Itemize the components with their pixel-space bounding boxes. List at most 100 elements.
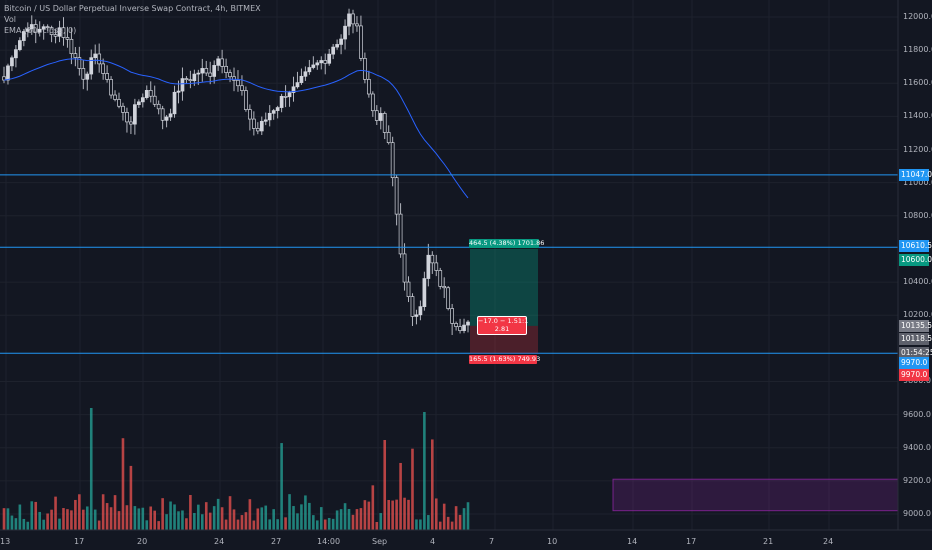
- price-tag: 10600.0: [899, 254, 932, 266]
- volume-bar: [399, 462, 402, 530]
- volume-bar: [181, 510, 184, 530]
- price-tick-label: 9000.0: [903, 509, 931, 518]
- ema-path: [3, 58, 469, 199]
- candle-body: [382, 113, 387, 133]
- volume-bar: [268, 519, 272, 530]
- volume-bar: [121, 438, 125, 530]
- volume-bar: [74, 499, 77, 530]
- volume-bar: [431, 439, 434, 530]
- time-tick-label: 24: [823, 537, 834, 546]
- volume-bar: [450, 521, 454, 530]
- symbol-legend[interactable]: Bitcoin / US Dollar Perpetual Inverse Sw…: [4, 4, 261, 13]
- candle-body: [303, 71, 308, 77]
- candle-body: [343, 25, 347, 40]
- stop-label[interactable]: 165.5 (1.63%) 749.93: [469, 355, 541, 364]
- volume-bar: [327, 517, 331, 530]
- volume-bar: [101, 494, 105, 530]
- volume-bar: [284, 517, 287, 530]
- candle-body: [220, 58, 224, 67]
- volume-bar: [185, 518, 188, 530]
- candle-body: [430, 254, 435, 264]
- volume-bar: [58, 518, 61, 530]
- volume-bar: [260, 507, 264, 530]
- target-label[interactable]: 464.5 (4.38%) 1701.86: [469, 239, 545, 248]
- time-tick-label: 17: [74, 537, 85, 546]
- candle-body: [105, 73, 109, 80]
- volume-bar: [228, 496, 232, 530]
- volume-bar: [173, 504, 176, 530]
- candle-body: [14, 49, 18, 59]
- candle-body: [93, 53, 98, 59]
- candle-body: [363, 58, 367, 80]
- purple-zone-rectangle: [612, 478, 899, 512]
- candle-body: [176, 90, 181, 93]
- volume-bar: [272, 509, 275, 530]
- volume-bar: [62, 508, 65, 530]
- center-label-line-2: 2.81: [494, 325, 510, 333]
- price-tick-label: 9400.0: [903, 442, 931, 452]
- candle-body: [378, 113, 383, 121]
- candle-body: [41, 26, 46, 30]
- candle-body: [414, 314, 419, 317]
- volume-bar: [391, 500, 394, 530]
- volume-bar: [462, 508, 466, 530]
- time-tick-label: 17: [686, 537, 697, 546]
- volume-bar: [232, 509, 236, 530]
- price-tick-label: 11800.0: [903, 45, 932, 55]
- volume-bar: [319, 507, 323, 530]
- candlesticks: [2, 8, 470, 336]
- candle-body: [259, 120, 264, 132]
- candle-body: [89, 57, 94, 75]
- candle-body: [327, 53, 332, 64]
- volume-bar: [153, 510, 157, 530]
- price-tag: 10118.5: [899, 333, 932, 345]
- volume-bar: [200, 514, 204, 530]
- volume-bar: [427, 515, 430, 530]
- candle-body: [81, 68, 86, 80]
- vol-legend[interactable]: Vol: [4, 15, 16, 24]
- volume-bar: [244, 512, 248, 530]
- time-tick-label: 20: [137, 537, 148, 546]
- time-tick-label: 14: [627, 537, 638, 546]
- candle-body: [311, 64, 316, 68]
- volume-bar: [2, 508, 6, 530]
- volume-bar: [46, 513, 49, 530]
- volume-bar: [30, 501, 34, 530]
- candle-body: [374, 110, 379, 121]
- price-tick-label: 12000.0: [903, 12, 932, 21]
- center-label[interactable]: −17.0 − 1.51:1 2.81: [477, 316, 528, 335]
- volume-bar: [97, 520, 101, 530]
- candle-body: [61, 27, 66, 38]
- volume-bar: [415, 519, 418, 530]
- volume-bar: [383, 440, 387, 530]
- candle-body: [236, 79, 240, 87]
- chart-legend: Bitcoin / US Dollar Perpetual Inverse Sw…: [4, 3, 261, 36]
- volume-bar: [335, 510, 339, 530]
- volume-bar: [42, 519, 45, 530]
- volume-bar: [137, 508, 141, 530]
- volume-bars: [2, 408, 470, 530]
- candle-body: [248, 109, 252, 120]
- volume-bar: [300, 504, 303, 530]
- volume-bar: [280, 443, 283, 530]
- volume-bar: [292, 506, 295, 530]
- candle-body: [69, 38, 74, 54]
- volume-bar: [177, 511, 180, 530]
- volume-bar: [308, 502, 311, 530]
- candle-body: [232, 76, 236, 81]
- candle-body: [25, 28, 30, 32]
- candle-body: [129, 121, 133, 125]
- volume-bar: [438, 521, 442, 530]
- volume-bar: [296, 513, 299, 530]
- candle-body: [283, 96, 288, 98]
- candle-body: [208, 72, 213, 77]
- candle-body: [434, 262, 439, 271]
- volume-bar: [109, 507, 113, 530]
- volume-bar: [85, 506, 89, 530]
- volume-bar: [446, 516, 450, 530]
- candle-body: [65, 37, 70, 40]
- ema-legend[interactable]: EMA (50, close, 0): [4, 26, 77, 35]
- candle-body: [275, 107, 280, 111]
- volume-bar: [66, 509, 69, 530]
